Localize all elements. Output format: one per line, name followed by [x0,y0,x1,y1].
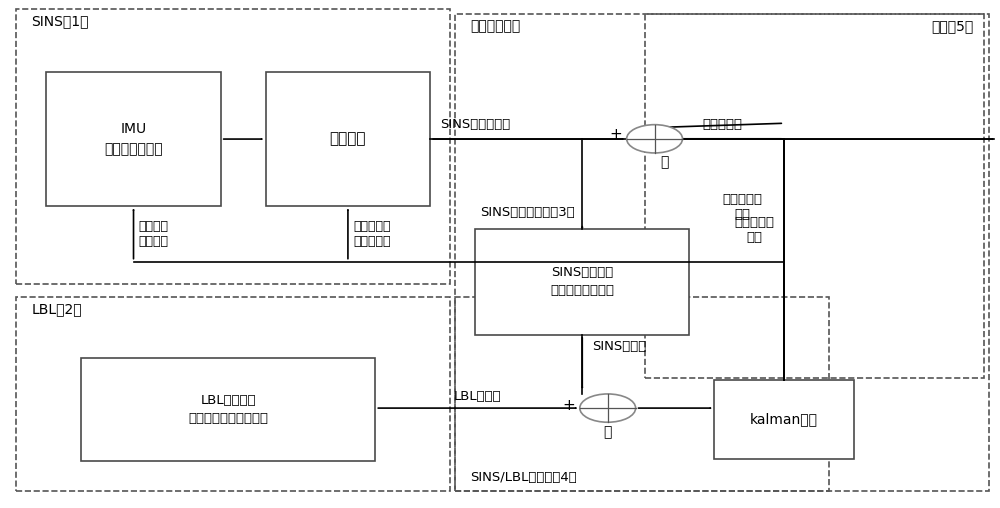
Text: +: + [562,398,575,413]
Text: 惯性仪表
输出校正: 惯性仪表 输出校正 [139,220,169,248]
Text: SINS（1）: SINS（1） [31,14,89,28]
Bar [455,297,829,491]
Bar [16,297,450,491]
Text: SINS/LBL紧组合（4）: SINS/LBL紧组合（4） [470,471,577,484]
Bar [16,9,450,284]
Text: kalman滤波: kalman滤波 [750,412,818,426]
Text: 校正（5）: 校正（5） [931,19,974,33]
Text: －: － [604,425,612,439]
Bar [645,14,984,378]
Circle shape [627,124,682,153]
Bar [46,72,221,206]
Circle shape [580,394,636,422]
Text: LBL两两基元
与目标斜距差模型建立: LBL两两基元 与目标斜距差模型建立 [188,394,268,425]
Text: SINS速度、位置: SINS速度、位置 [440,118,510,132]
Text: +: + [609,127,622,142]
Text: 姿态矩阵、
四元数校正: 姿态矩阵、 四元数校正 [353,220,390,248]
Text: LBL斜距差: LBL斜距差 [454,390,501,403]
Bar [714,380,854,459]
Text: 最优组合解: 最优组合解 [702,118,742,132]
Bar [266,72,430,206]
Text: 数据处理单元: 数据处理单元 [470,19,520,33]
Bar [475,229,689,335]
Text: SINS斜距差: SINS斜距差 [592,340,646,353]
Bar [455,14,989,491]
Text: IMU
（陀螺、加表）: IMU （陀螺、加表） [104,122,163,156]
Text: SINS两两基元
与目标斜距差计算: SINS两两基元 与目标斜距差计算 [550,266,614,297]
Bar [81,358,375,461]
Text: 速度、位置
校正: 速度、位置 校正 [722,194,762,221]
Text: LBL（2）: LBL（2） [31,302,82,316]
Text: 速度、位置
校正: 速度、位置 校正 [734,216,774,244]
Text: －: － [660,155,669,170]
Text: SINS斜距差推算（3）: SINS斜距差推算（3） [480,206,575,218]
Text: 捷联解算: 捷联解算 [330,132,366,147]
